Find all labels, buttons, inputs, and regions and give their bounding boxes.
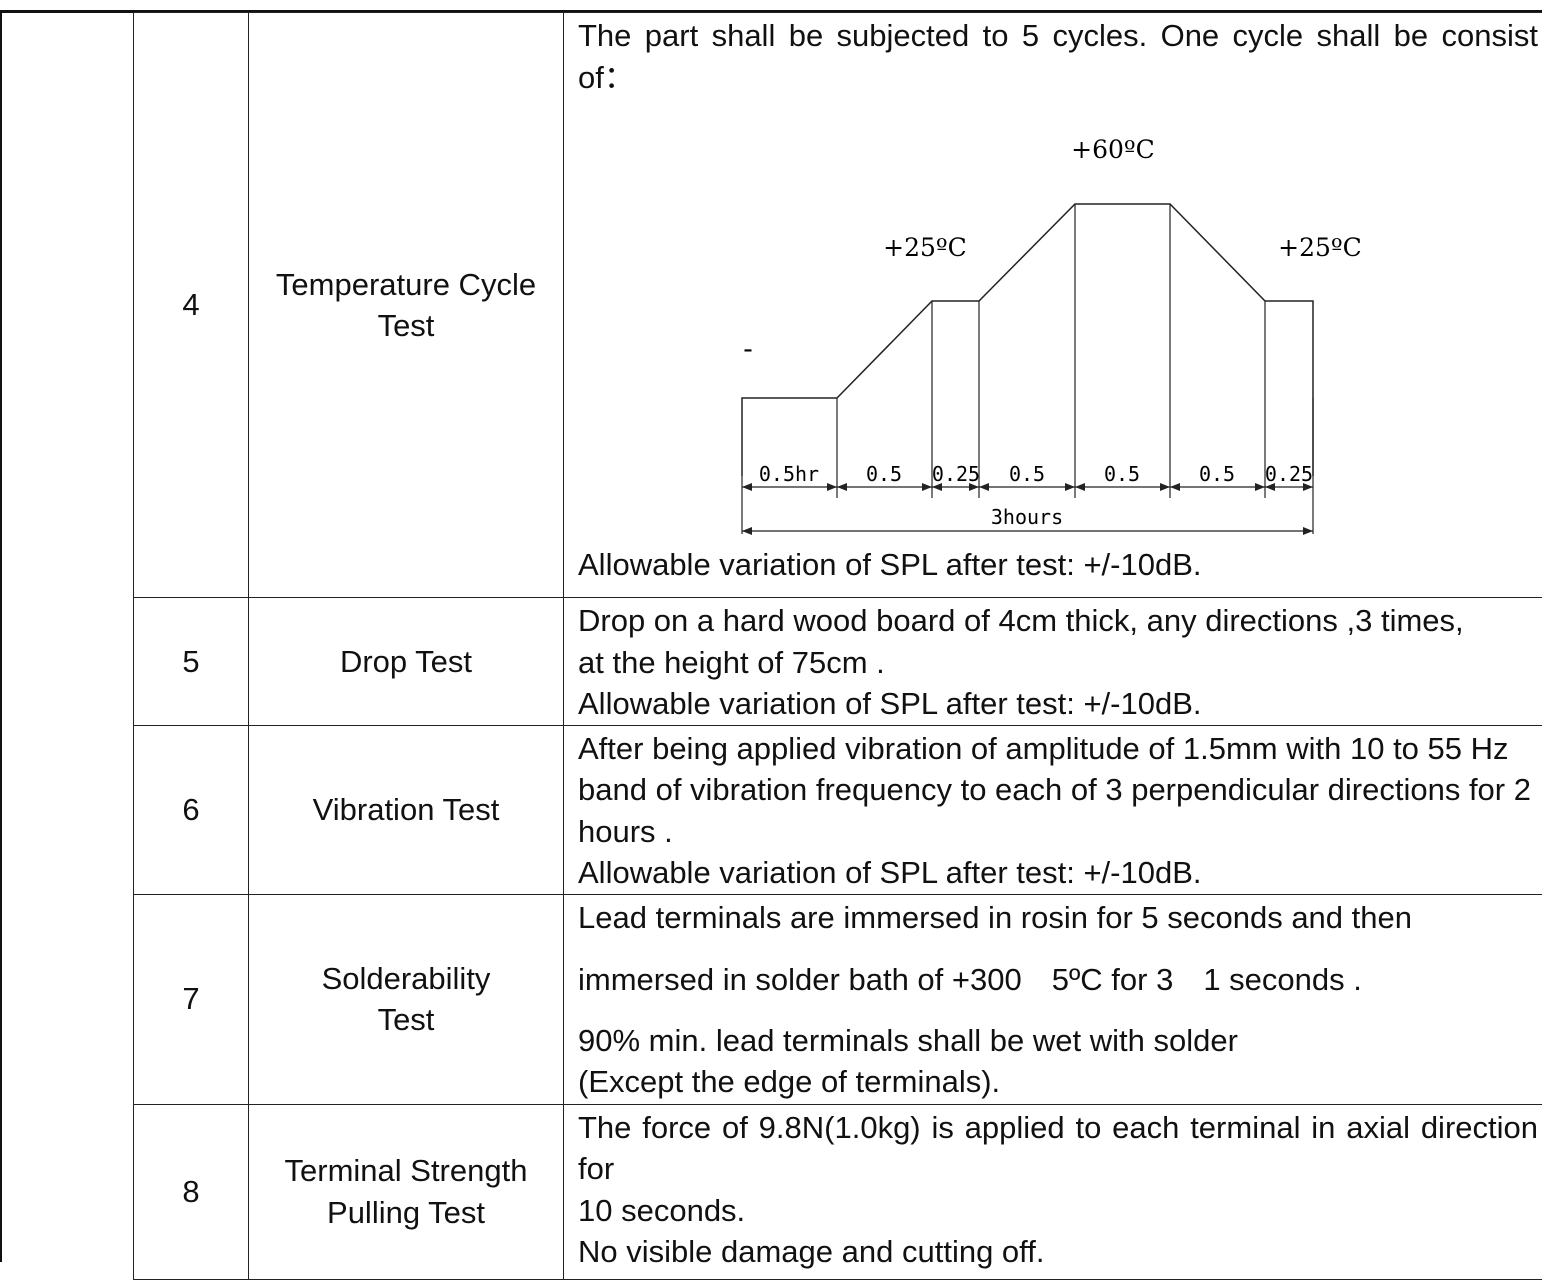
- test-description: The part shall be subjected to 5 cycles.…: [564, 13, 1542, 598]
- description-text: After being applied vibration of amplitu…: [578, 728, 1538, 853]
- description-line: 90% min. lead terminals shall be wet wit…: [578, 1020, 1538, 1062]
- description-fragment: immersed in solder bath of +300: [578, 962, 1022, 997]
- test-name-line: Solderability: [249, 958, 563, 1000]
- segment-label: 0.5: [1009, 462, 1045, 486]
- test-name: Vibration Test: [249, 725, 564, 894]
- left-rule: [0, 10, 2, 1262]
- item-number: 6: [134, 725, 249, 894]
- reliability-test-table: 4 Temperature Cycle Test The part shall …: [133, 12, 1542, 1280]
- segment-label: 0.5: [1104, 462, 1140, 486]
- segment-labels: 0.5hr 0.5 0.25 0.5 0.5 0.5 0.25: [759, 462, 1313, 486]
- description-line: Lead terminals are immersed in rosin for…: [578, 897, 1538, 939]
- item-number: 5: [134, 598, 249, 726]
- segment-label: 0.25: [1265, 462, 1313, 486]
- description-line: Allowable variation of SPL after test: +…: [578, 683, 1538, 725]
- description-fragment: 1 seconds .: [1203, 962, 1362, 997]
- test-description: Lead terminals are immersed in rosin for…: [564, 894, 1542, 1104]
- table-row: 7 Solderability Test Lead terminals are …: [134, 894, 1542, 1104]
- segment-label: 0.25: [932, 462, 980, 486]
- description-line: at the height of 75cm .: [578, 642, 1538, 684]
- temp-mid-left-label: +25ºC: [883, 233, 967, 262]
- table-row: 4 Temperature Cycle Test The part shall …: [134, 13, 1542, 598]
- segment-label: 0.5hr: [759, 462, 819, 486]
- description-fragment: 5ºC for 3: [1052, 962, 1174, 997]
- table-row: 6 Vibration Test After being applied vib…: [134, 725, 1542, 894]
- description-text: The force of 9.8N(1.0kg) is applied to e…: [578, 1107, 1538, 1190]
- table-row: 5 Drop Test Drop on a hard wood board of…: [134, 598, 1542, 726]
- test-description: Drop on a hard wood board of 4cm thick, …: [564, 598, 1542, 726]
- description-text: The part shall be subjected to 5 cycles.…: [578, 15, 1538, 98]
- item-number: 7: [134, 894, 249, 1104]
- temperature-cycle-diagram: +60ºC +25ºC +25ºC - 0.5hr 0.5 0.25 0.5 0…: [578, 106, 1538, 544]
- description-line: Drop on a hard wood board of 4cm thick, …: [578, 600, 1538, 642]
- description-line: (Except the edge of terminals).: [578, 1061, 1538, 1103]
- test-name-line: Test: [249, 999, 563, 1041]
- description-footer: Allowable variation of SPL after test: +…: [578, 852, 1538, 894]
- temperature-profile-line: [742, 204, 1313, 476]
- table-row: 8 Terminal Strength Pulling Test The for…: [134, 1104, 1542, 1279]
- temp-low-dash: -: [743, 332, 752, 365]
- test-description: The force of 9.8N(1.0kg) is applied to e…: [564, 1104, 1542, 1279]
- test-name-line: Terminal Strength: [249, 1150, 563, 1192]
- temp-high-label: +60ºC: [1071, 135, 1155, 164]
- test-name: Drop Test: [249, 598, 564, 726]
- item-number: 4: [134, 13, 249, 598]
- description-footer: Allowable variation of SPL after test: +…: [578, 544, 1538, 586]
- description-line: 10 seconds.: [578, 1190, 1538, 1232]
- test-name: Temperature Cycle Test: [249, 13, 564, 598]
- segment-label: 0.5: [1199, 462, 1235, 486]
- total-duration-label: 3hours: [991, 505, 1063, 529]
- test-name: Terminal Strength Pulling Test: [249, 1104, 564, 1279]
- test-name-line: Pulling Test: [249, 1192, 563, 1234]
- test-name: Solderability Test: [249, 894, 564, 1104]
- segment-label: 0.5: [866, 462, 902, 486]
- description-line: No visible damage and cutting off.: [578, 1231, 1538, 1273]
- item-number: 8: [134, 1104, 249, 1279]
- test-description: After being applied vibration of amplitu…: [564, 725, 1542, 894]
- temp-mid-right-label: +25ºC: [1278, 233, 1362, 262]
